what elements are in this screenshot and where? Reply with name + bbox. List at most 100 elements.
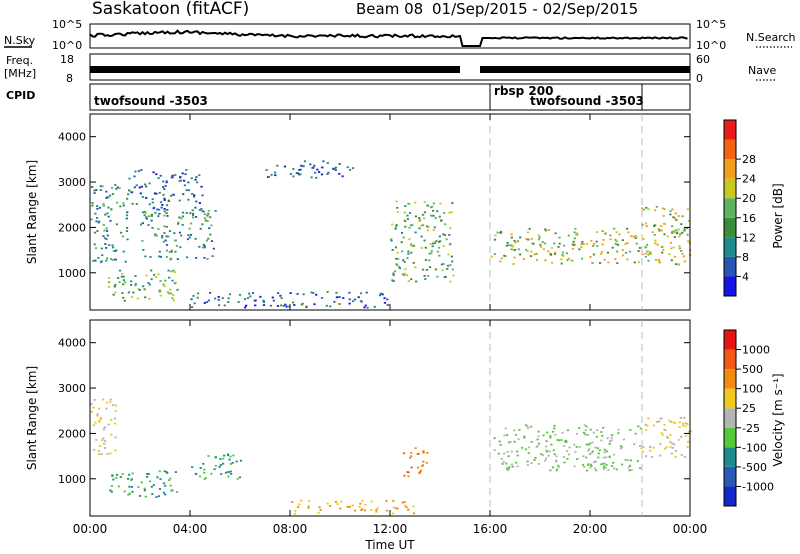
scatter-mark bbox=[542, 248, 545, 251]
scatter-mark bbox=[494, 234, 497, 237]
scatter-mark bbox=[112, 404, 115, 407]
scatter-mark bbox=[423, 217, 426, 220]
scatter-mark bbox=[93, 243, 96, 246]
scatter-mark bbox=[127, 478, 130, 480]
scatter-mark bbox=[622, 438, 625, 441]
scatter-mark bbox=[198, 209, 202, 211]
scatter-mark bbox=[499, 444, 502, 446]
scatter-mark bbox=[615, 468, 618, 471]
scatter-mark bbox=[605, 456, 608, 459]
scatter-mark bbox=[103, 229, 106, 232]
scatter-mark bbox=[123, 490, 126, 493]
scatter-mark bbox=[102, 204, 105, 207]
scatter-mark bbox=[392, 272, 395, 275]
scatter-mark bbox=[584, 429, 587, 432]
scatter-mark bbox=[427, 226, 430, 228]
scatter-mark bbox=[437, 246, 441, 249]
cbar-label-2: 12 bbox=[742, 231, 756, 244]
scatter-mark bbox=[677, 228, 680, 231]
scatter-mark bbox=[664, 447, 667, 450]
scatter-mark bbox=[427, 275, 430, 277]
scatter-mark bbox=[620, 446, 624, 449]
scatter-mark bbox=[613, 227, 616, 230]
scatter-mark bbox=[601, 243, 604, 246]
scatter-mark bbox=[280, 297, 283, 299]
scatter-mark bbox=[246, 297, 250, 299]
scatter-mark bbox=[593, 467, 596, 470]
scatter-mark bbox=[265, 169, 268, 171]
scatter-mark bbox=[681, 215, 684, 218]
scatter-mark bbox=[320, 173, 324, 176]
scatter-mark bbox=[101, 185, 104, 188]
cpid-label: CPID bbox=[6, 89, 35, 102]
scatter-mark bbox=[99, 185, 102, 188]
scatter-mark bbox=[114, 436, 117, 439]
velocity-scatter bbox=[90, 398, 692, 515]
scatter-mark bbox=[596, 447, 599, 450]
scatter-mark bbox=[591, 450, 594, 453]
scatter-mark bbox=[683, 229, 686, 232]
scatter-mark bbox=[571, 247, 574, 250]
scatter-mark bbox=[307, 506, 310, 509]
scatter-mark bbox=[672, 216, 675, 219]
scatter-mark bbox=[302, 165, 305, 168]
scatter-mark bbox=[208, 227, 211, 230]
scatter-mark bbox=[272, 299, 275, 302]
scatter-mark bbox=[563, 461, 566, 464]
scatter-mark bbox=[645, 206, 648, 209]
scatter-mark bbox=[682, 255, 685, 258]
scatter-mark bbox=[119, 205, 122, 208]
scatter-mark bbox=[412, 262, 415, 264]
scatter-mark bbox=[571, 243, 574, 246]
scatter-mark bbox=[124, 260, 127, 263]
scatter-mark bbox=[560, 262, 563, 265]
scatter-mark bbox=[254, 299, 257, 302]
scatter-mark bbox=[170, 194, 173, 197]
scatter-mark bbox=[201, 194, 204, 197]
scatter-mark bbox=[626, 242, 629, 244]
scatter-mark bbox=[145, 185, 148, 188]
scatter-mark bbox=[418, 472, 421, 475]
scatter-mark bbox=[145, 216, 148, 219]
scatter-mark bbox=[621, 239, 624, 242]
scatter-mark bbox=[545, 457, 548, 460]
scatter-mark bbox=[444, 223, 447, 226]
scatter-mark bbox=[195, 216, 198, 218]
scatter-mark bbox=[152, 484, 155, 486]
scatter-mark bbox=[493, 253, 496, 255]
scatter-mark bbox=[158, 208, 161, 211]
scatter-mark bbox=[121, 272, 124, 275]
cbar-label-7: 1000 bbox=[742, 344, 770, 357]
scatter-mark bbox=[575, 432, 578, 435]
scatter-mark bbox=[677, 215, 680, 217]
scatter-mark bbox=[194, 206, 197, 209]
scatter-mark bbox=[554, 232, 557, 235]
scatter-mark bbox=[164, 279, 167, 282]
scatter-mark bbox=[430, 252, 433, 255]
scatter-mark bbox=[640, 447, 643, 450]
scatter-mark bbox=[618, 233, 621, 236]
scatter-mark bbox=[605, 450, 608, 453]
nsearch-label: N.Search bbox=[746, 31, 796, 44]
scatter-mark bbox=[148, 203, 151, 206]
scatter-mark bbox=[113, 285, 116, 288]
scatter-mark bbox=[588, 448, 591, 451]
scatter-mark bbox=[504, 427, 507, 430]
scatter-mark bbox=[589, 428, 592, 431]
scatter-mark bbox=[109, 398, 112, 401]
scatter-mark bbox=[601, 230, 604, 232]
scatter-mark bbox=[661, 433, 664, 436]
scatter-mark bbox=[283, 165, 286, 168]
scatter-mark bbox=[565, 439, 568, 442]
scatter-mark bbox=[426, 452, 429, 454]
cbar-frame bbox=[723, 329, 737, 507]
scatter-mark bbox=[523, 437, 526, 439]
scatter-mark bbox=[226, 453, 230, 456]
scatter-mark bbox=[585, 456, 588, 459]
scatter-mark bbox=[665, 446, 668, 449]
scatter-mark bbox=[610, 465, 614, 467]
scatter-mark bbox=[107, 206, 110, 209]
scatter-mark bbox=[451, 260, 454, 263]
scatter-mark bbox=[254, 304, 257, 307]
scatter-mark bbox=[169, 288, 172, 291]
